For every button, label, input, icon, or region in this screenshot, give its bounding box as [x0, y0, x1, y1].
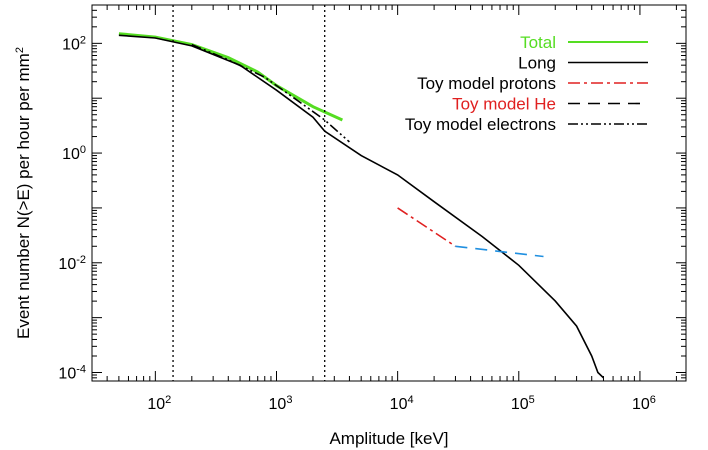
tick-label-exponent: 2 — [165, 394, 171, 406]
x-tick-labels: 102 103 104 105 106 — [147, 394, 656, 413]
tick-label-exponent: -2 — [76, 254, 86, 266]
series-line-3 — [397, 207, 456, 247]
legend-label-4: Toy model He — [452, 95, 556, 114]
y-axis-label: Event number N(>E) per hour per mm2 — [14, 47, 33, 339]
tick-label-base: 10 — [147, 396, 165, 413]
tick-label-base: 10 — [62, 36, 80, 53]
series-line-2 — [118, 34, 605, 379]
tick-label-base: 10 — [390, 396, 408, 413]
tick-label-base: 10 — [58, 256, 76, 273]
y-tick-label: 102 — [62, 34, 86, 53]
x-tick-label: 106 — [632, 394, 656, 413]
tick-label-base: 10 — [62, 146, 80, 163]
x-axis-label: Amplitude [keV] — [329, 429, 448, 448]
tick-label-exponent: 0 — [80, 144, 86, 156]
axis-ticks — [91, 4, 686, 382]
series-line-4 — [455, 245, 544, 258]
tick-label-exponent: 6 — [650, 394, 656, 406]
series-line-5 — [191, 43, 350, 143]
y-tick-label: 10-2 — [58, 254, 86, 273]
legend-label-1: Total — [520, 33, 556, 52]
x-tick-label: 104 — [390, 394, 414, 413]
vertical-markers — [172, 5, 326, 381]
legend-label-3: Toy model protons — [417, 74, 556, 93]
legend-label-5: Toy model electrons — [405, 115, 556, 134]
y-tick-label: 100 — [62, 144, 86, 163]
tick-label-base: 10 — [269, 396, 287, 413]
tick-label-exponent: 3 — [286, 394, 292, 406]
y-tick-label: 10-4 — [58, 364, 86, 383]
tick-label-exponent: 4 — [407, 394, 413, 406]
x-tick-label: 102 — [147, 394, 171, 413]
x-tick-label: 105 — [511, 394, 535, 413]
y-axis-label-superscript: 2 — [14, 47, 26, 53]
y-axis-label-text: Event number N(>E) per hour per mm — [14, 53, 33, 339]
tick-label-exponent: -4 — [76, 364, 86, 376]
x-tick-label: 103 — [269, 394, 293, 413]
plot-lines — [118, 32, 605, 379]
tick-label-exponent: 2 — [80, 34, 86, 46]
legend-label-2: Long — [518, 54, 556, 73]
tick-label-base: 10 — [632, 396, 650, 413]
tick-label-exponent: 5 — [529, 394, 535, 406]
plot-frame — [91, 4, 687, 382]
series-line-1 — [118, 32, 344, 122]
tick-label-base: 10 — [58, 366, 76, 383]
tick-label-base: 10 — [511, 396, 529, 413]
